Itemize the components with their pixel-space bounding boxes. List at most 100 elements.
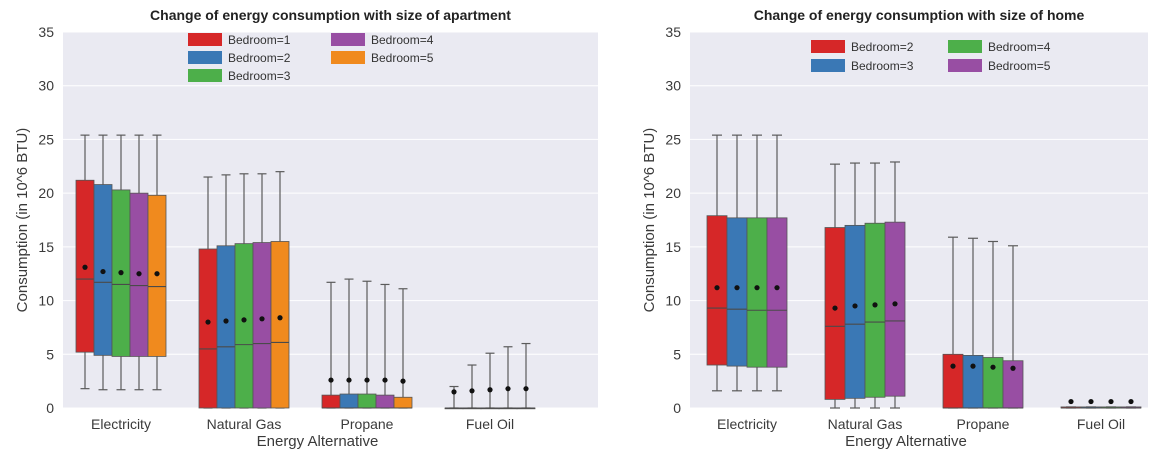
panel1-box-electricity-bedroom1	[75, 134, 95, 390]
panel2-box-electricity-bedroom4-body	[746, 217, 768, 368]
panel1-ytick-label-5: 5	[46, 346, 54, 362]
panel1-legend-swatch-3	[188, 69, 222, 82]
panel2-group-fuel-oil: Fuel Oil	[1060, 398, 1142, 432]
panel1-box-propane-bedroom4-mean-marker	[382, 377, 388, 383]
panel2-box-electricity-bedroom3-mean-marker	[734, 285, 740, 291]
panel2-chart-title: Change of energy consumption with size o…	[754, 7, 1085, 23]
panel1-legend-swatch-5	[331, 51, 365, 64]
panel1-box-propane-bedroom1-body	[321, 394, 341, 409]
panel1-legend-swatch-2	[188, 51, 222, 64]
panel2-box-natural-gas-bedroom5-mean-marker	[892, 301, 898, 307]
panel1-ytick-label-20: 20	[38, 185, 54, 201]
panel2-box-natural-gas-bedroom5	[884, 161, 906, 409]
panel1-legend-label-5: Bedroom=5	[371, 51, 434, 65]
panel1-xtick-label-electricity: Electricity	[91, 416, 151, 432]
panel1-chart-title: Change of energy consumption with size o…	[150, 7, 511, 23]
panel1-box-fuel-oil-bedroom4-mean-marker	[505, 386, 511, 392]
panel2-xtick-label-natural-gas: Natural Gas	[828, 416, 903, 432]
panel1-box-natural-gas-bedroom5-mean-marker	[277, 315, 283, 321]
panel1-box-propane-bedroom2-body	[339, 393, 359, 409]
panel2-legend-swatch-1	[811, 40, 845, 53]
panel1-box-propane-bedroom4	[375, 283, 395, 409]
panel1-box-propane-bedroom5	[393, 288, 413, 409]
panel1-legend-swatch-1	[188, 33, 222, 46]
panel2-ytick-label-5: 5	[673, 346, 681, 362]
panel1-chart: 0 5 10 15 20 25 30 35 Consumption (in 10^6 BTU) C…	[14, 7, 598, 450]
panel2-box-electricity-bedroom5-mean-marker	[774, 285, 780, 291]
panel1-box-fuel-oil-bedroom5-mean-marker	[523, 386, 529, 392]
panel1-ytick-label-30: 30	[38, 78, 54, 94]
panel2-ytick-label-15: 15	[665, 239, 681, 255]
panel2-box-electricity-bedroom3-body	[726, 217, 748, 367]
panel1-y-axis-label: Consumption (in 10^6 BTU)	[14, 128, 31, 313]
panel2-legend-swatch-2	[811, 59, 845, 72]
panel1-box-natural-gas-bedroom1-mean-marker	[205, 319, 211, 325]
panel2-box-propane-bedroom3-body	[962, 354, 984, 409]
panel2-xtick-label-fuel-oil: Fuel Oil	[1077, 416, 1125, 432]
panel1-ytick-label-10: 10	[38, 293, 54, 309]
panel2-box-propane-bedroom3-mean-marker	[970, 363, 976, 369]
panel2-box-fuel-oil-bedroom5-mean-marker	[1128, 398, 1134, 405]
panel1-box-propane-bedroom1	[321, 281, 341, 409]
panel1-box-natural-gas-bedroom1-body	[198, 248, 218, 409]
panel1-legend-item-bedroom5: Bedroom=5	[331, 51, 434, 65]
panel1-box-fuel-oil-bedroom3-mean-marker	[487, 387, 493, 393]
panel1-box-propane-bedroom1-mean-marker	[328, 377, 334, 383]
panel1-box-natural-gas-bedroom5-body	[270, 241, 290, 409]
panel1-box-natural-gas-bedroom4-body	[252, 242, 272, 409]
panel2-box-fuel-oil-bedroom3-mean-marker	[1088, 398, 1094, 405]
panel1-group-fuel-oil: Fuel Oil	[444, 342, 536, 432]
panel2-y-axis-label: Consumption (in 10^6 BTU)	[641, 128, 658, 313]
panel2-box-natural-gas-bedroom3-mean-marker	[852, 303, 858, 309]
panel2-xtick-label-electricity: Electricity	[717, 416, 777, 432]
panel1-ytick-label-15: 15	[38, 239, 54, 255]
panel1-box-natural-gas-bedroom3-mean-marker	[241, 317, 247, 323]
panel2-xtick-label-propane: Propane	[957, 416, 1010, 432]
panel2-legend-item-bedroom2: Bedroom=2	[811, 40, 914, 54]
panel2-legend-label-1: Bedroom=2	[851, 40, 914, 54]
panel1-legend-item-bedroom1: Bedroom=1	[188, 33, 291, 47]
panel2-ytick-label-35: 35	[665, 24, 681, 40]
panel1-box-electricity-bedroom3-mean-marker	[118, 270, 124, 276]
panel2-box-electricity-bedroom4	[746, 134, 768, 392]
panel2-group-natural-gas: Natural Gas	[824, 161, 906, 432]
panel2-box-fuel-oil-bedroom4	[1100, 398, 1122, 409]
panel2-legend-swatch-4	[948, 59, 982, 72]
panel2-box-propane-bedroom5	[1002, 245, 1024, 409]
panel2-chart: 0 5 10 15 20 25 30 35 Consumption (in 10^6 BTU) C…	[641, 7, 1148, 450]
panel1-ytick-label-0: 0	[46, 400, 54, 416]
panel2-group-propane: Propane	[942, 236, 1024, 432]
panel2-group-electricity: Electricity	[706, 134, 788, 432]
panel1-box-electricity-bedroom5-mean-marker	[154, 271, 160, 277]
panel1-box-electricity-bedroom5	[147, 134, 167, 391]
panel2-legend: Bedroom=2 Bedroom=3 Bedroom=4 Bedroom=5	[811, 40, 1051, 73]
panel2-box-electricity-bedroom5	[766, 134, 788, 392]
panel1-box-fuel-oil-bedroom1-mean-marker	[451, 389, 457, 395]
panel2-box-natural-gas-bedroom4-mean-marker	[872, 302, 878, 308]
panel1-box-fuel-oil-bedroom5	[516, 342, 536, 410]
panel1-group-electricity: Electricity	[75, 134, 167, 432]
panel2-box-fuel-oil-bedroom5	[1120, 398, 1142, 409]
panel1-legend-label-2: Bedroom=2	[228, 51, 291, 65]
panel2-box-natural-gas-bedroom2-mean-marker	[832, 305, 838, 311]
panel2-box-natural-gas-bedroom3-body	[844, 224, 866, 399]
panel1-box-propane-bedroom3-body	[357, 393, 377, 409]
panel1-legend-item-bedroom3: Bedroom=3	[188, 69, 291, 83]
panel2-box-propane-bedroom5-mean-marker	[1010, 365, 1016, 371]
panel1-x-axis-label: Energy Alternative	[257, 433, 379, 450]
panel1-xtick-label-fuel-oil: Fuel Oil	[466, 416, 514, 432]
panel2-legend-label-2: Bedroom=3	[851, 59, 914, 73]
panel1-box-electricity-bedroom2-mean-marker	[100, 268, 106, 275]
panel2-box-natural-gas-bedroom4-body	[864, 222, 886, 398]
panel1-box-electricity-bedroom4	[129, 134, 149, 391]
panel1-box-natural-gas-bedroom2-body	[216, 245, 236, 409]
panel1-box-electricity-bedroom1-mean-marker	[82, 264, 88, 270]
panel1-box-propane-bedroom3-mean-marker	[364, 377, 370, 383]
panel2-legend-label-4: Bedroom=5	[988, 59, 1051, 73]
panel2-ytick-label-25: 25	[665, 131, 681, 147]
panel1-legend-item-bedroom4: Bedroom=4	[331, 33, 434, 47]
panel2-box-electricity-bedroom5-body	[766, 217, 788, 368]
panel1-box-propane-bedroom4-body	[375, 394, 395, 409]
panel1-box-propane-bedroom5-mean-marker	[400, 378, 406, 384]
